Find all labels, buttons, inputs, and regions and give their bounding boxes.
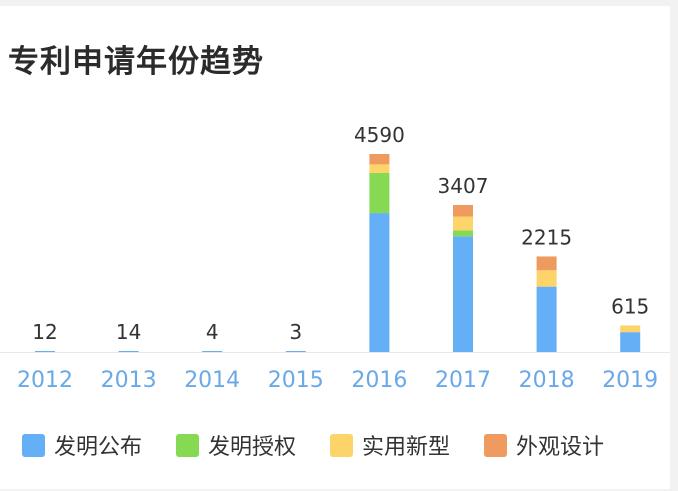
bar-2018-实用新型 [536, 270, 557, 287]
total-label-2017: 3407 [438, 174, 489, 198]
bar-2018-外观设计 [536, 256, 557, 271]
bar-2017-发明授权 [453, 230, 473, 237]
total-label-2019: 615 [611, 294, 649, 318]
bar-2019-发明公布 [620, 332, 641, 352]
bar-2016-实用新型 [369, 164, 390, 173]
bar-2016-外观设计 [369, 154, 390, 165]
x-tick-label-2015: 2015 [268, 368, 324, 393]
x-tick-label-2014: 2014 [184, 368, 240, 393]
bar-2016-发明授权 [369, 172, 390, 214]
legend-swatch-icon [330, 433, 354, 457]
legend-swatch-icon [176, 433, 200, 457]
legend: 发明公布 发明授权 实用新型 外观设计 [22, 428, 638, 462]
x-tick-label-2016: 2016 [351, 368, 407, 393]
bar-2014-发明公布 [202, 351, 223, 352]
bar-2017-外观设计 [453, 205, 473, 217]
bar-2012-发明公布 [35, 351, 55, 352]
bars-layer [35, 154, 641, 352]
legend-item-3[interactable]: 外观设计 [484, 429, 604, 461]
total-labels-layer: 12 14 4 3 4590 3407 2215 615 [32, 123, 649, 344]
chart-card: 专利申请年份趋势 [0, 6, 670, 489]
legend-label: 外观设计 [516, 435, 605, 460]
bar-2019-实用新型 [620, 325, 641, 333]
legend-label: 发明授权 [208, 435, 297, 460]
bar-2017-实用新型 [453, 216, 473, 231]
total-label-2015: 3 [289, 320, 302, 344]
legend-swatch-icon [22, 433, 45, 457]
legend-swatch-icon [484, 433, 508, 457]
chart-title: 专利申请年份趋势 [8, 44, 264, 80]
total-label-2016: 4590 [354, 123, 405, 147]
legend-label: 实用新型 [362, 435, 451, 460]
x-tick-label-2018: 2018 [519, 368, 575, 393]
bar-2016-发明公布 [369, 213, 390, 352]
bar-2013-发明公布 [118, 351, 139, 352]
bar-2017-发明公布 [453, 236, 473, 352]
legend-item-0[interactable]: 发明公布 [22, 429, 142, 461]
total-label-2013: 14 [116, 320, 141, 344]
x-tick-labels-layer: 2012 2013 2014 2015 2016 2017 2018 2019 [17, 368, 658, 393]
total-label-2014: 4 [206, 320, 219, 344]
total-label-2012: 12 [32, 320, 57, 344]
legend-item-1[interactable]: 发明授权 [176, 429, 296, 461]
x-tick-label-2013: 2013 [101, 368, 157, 393]
total-label-2018: 2215 [521, 225, 572, 249]
bar-2015-发明公布 [285, 351, 306, 352]
legend-label: 发明公布 [54, 435, 143, 460]
x-tick-label-2012: 2012 [17, 368, 73, 393]
x-tick-label-2019: 2019 [602, 368, 658, 393]
legend-item-2[interactable]: 实用新型 [330, 429, 450, 461]
x-tick-label-2017: 2017 [435, 368, 491, 393]
bar-2018-发明公布 [536, 286, 557, 352]
